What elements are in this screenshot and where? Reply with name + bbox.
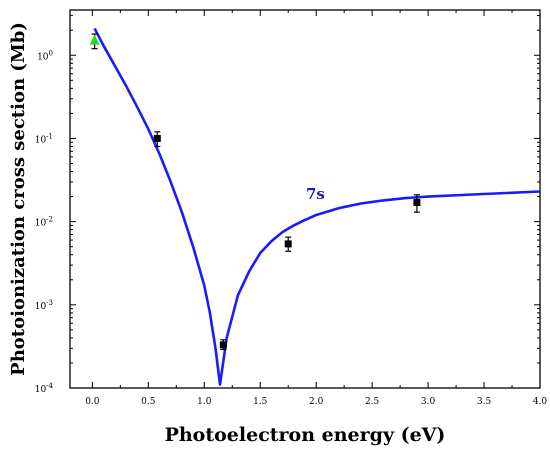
theory-curve-7s: [93, 27, 541, 386]
y-tick-label: 10-1: [35, 132, 53, 145]
x-tick-label: 2.0: [309, 397, 324, 407]
y-tick-label: 10-4: [35, 382, 54, 395]
x-tick-label: 0.0: [85, 397, 100, 407]
y-tick-label: 100: [37, 49, 53, 62]
data-point-square: [284, 240, 292, 248]
x-tick-label: 1.0: [197, 397, 212, 407]
tick-layer: [70, 10, 541, 389]
y-axis-title: Photoionization cross section (Mb): [8, 22, 29, 376]
series-label-7s: 7s: [306, 185, 325, 203]
tick-label-layer: 0.0 0.5 1.0 1.5 2.0 2.5 3.0 3.5 4.0 10-4 10-3 10-2 1…: [35, 49, 548, 407]
x-tick-label: 3.0: [421, 397, 436, 407]
y-tick-label: 10-2: [35, 216, 53, 229]
x-tick-label: 1.5: [253, 397, 268, 407]
x-tick-label: 0.5: [141, 397, 156, 407]
data-point-square: [413, 198, 421, 206]
x-axis-title: Photoelectron energy (eV): [165, 424, 446, 446]
data-points-layer: [89, 33, 421, 351]
plot-frame: [69, 9, 541, 389]
x-tick-label: 3.5: [477, 397, 492, 407]
data-point-square: [153, 134, 161, 142]
x-tick-label: 4.0: [533, 397, 548, 407]
data-point-triangle: [89, 34, 100, 45]
data-point-square: [219, 341, 227, 349]
y-tick-label: 10-3: [35, 299, 53, 312]
x-tick-label: 2.5: [365, 397, 380, 407]
